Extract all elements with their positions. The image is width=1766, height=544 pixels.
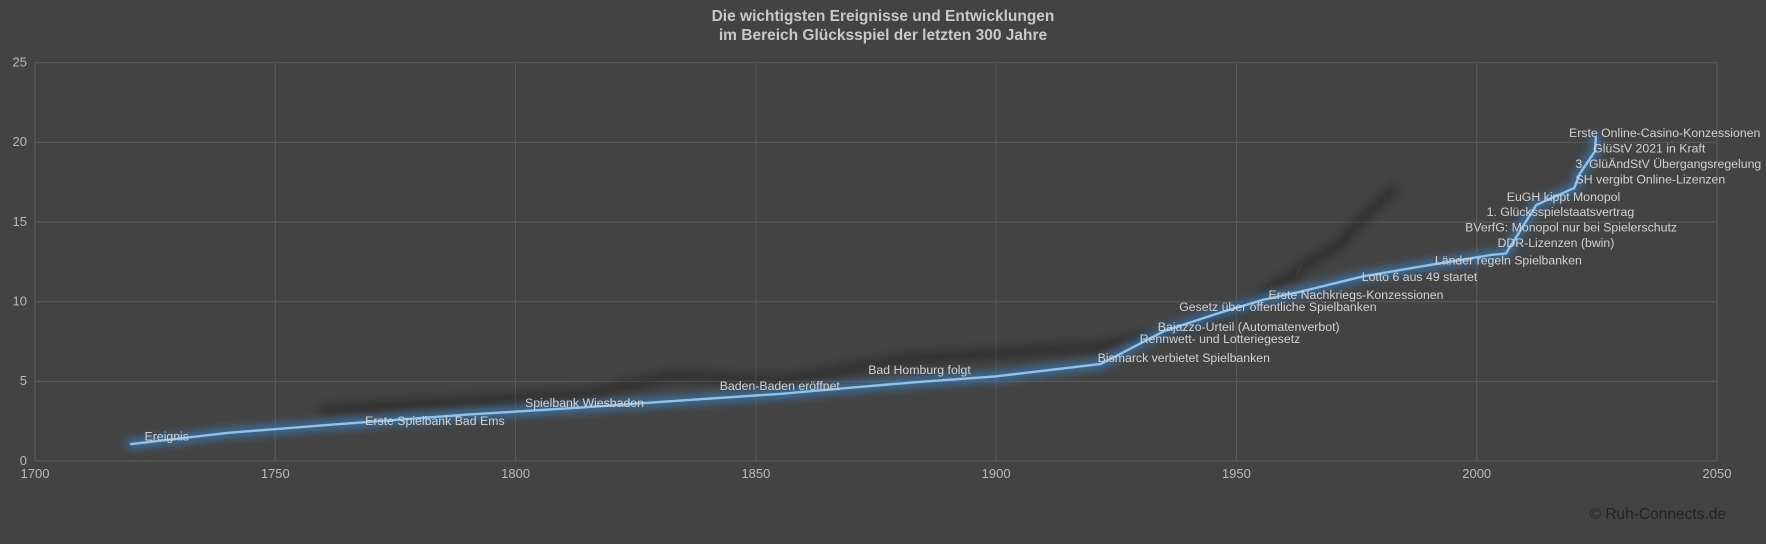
- svg-text:1750: 1750: [261, 466, 290, 481]
- svg-text:DDR-Lizenzen (bwin): DDR-Lizenzen (bwin): [1497, 236, 1614, 250]
- svg-text:2000: 2000: [1462, 466, 1491, 481]
- svg-text:25: 25: [13, 55, 27, 70]
- svg-text:Erste Online-Casino-Konzession: Erste Online-Casino-Konzessionen: [1569, 126, 1761, 140]
- svg-text:Lotto 6 aus 49 startet: Lotto 6 aus 49 startet: [1362, 270, 1478, 284]
- svg-text:Erste Nachkriegs-Konzessionen: Erste Nachkriegs-Konzessionen: [1269, 288, 1444, 302]
- svg-text:1950: 1950: [1222, 466, 1251, 481]
- svg-text:Bismarck verbietet Spielbanken: Bismarck verbietet Spielbanken: [1098, 351, 1270, 365]
- svg-text:GlüStV 2021 in Kraft: GlüStV 2021 in Kraft: [1593, 142, 1706, 156]
- svg-text:1900: 1900: [982, 466, 1011, 481]
- svg-text:Länder regeln Spielbanken: Länder regeln Spielbanken: [1435, 254, 1582, 268]
- svg-text:10: 10: [13, 294, 27, 309]
- svg-text:Bajazzo-Urteil (Automatenverbo: Bajazzo-Urteil (Automatenverbot): [1158, 320, 1340, 334]
- svg-text:Spielbank Wiesbaden: Spielbank Wiesbaden: [525, 396, 644, 410]
- svg-text:20: 20: [13, 134, 27, 149]
- svg-text:Baden-Baden eröffnet: Baden-Baden eröffnet: [720, 379, 841, 393]
- svg-text:Erste Spielbank Bad Ems: Erste Spielbank Bad Ems: [365, 414, 504, 428]
- svg-text:Bad Homburg folgt: Bad Homburg folgt: [868, 363, 971, 377]
- svg-text:Rennwett- und Lotteriegesetz: Rennwett- und Lotteriegesetz: [1140, 332, 1301, 346]
- svg-text:EuGH kippt Monopol: EuGH kippt Monopol: [1507, 190, 1620, 204]
- svg-text:1850: 1850: [741, 466, 770, 481]
- svg-text:BVerfG: Monopol nur bei Spiele: BVerfG: Monopol nur bei Spielerschutz: [1465, 220, 1677, 234]
- svg-text:© Ruh-Connects.de: © Ruh-Connects.de: [1590, 506, 1726, 523]
- svg-text:3. GlüÄndStV Übergangsregelung: 3. GlüÄndStV Übergangsregelung: [1575, 157, 1761, 171]
- svg-text:Ereignis: Ereignis: [145, 430, 189, 444]
- svg-text:2050: 2050: [1703, 466, 1732, 481]
- svg-text:1800: 1800: [501, 466, 530, 481]
- svg-text:1. Glücksspielstaatsvertrag: 1. Glücksspielstaatsvertrag: [1487, 205, 1635, 219]
- svg-text:1700: 1700: [21, 466, 50, 481]
- svg-text:SH vergibt Online-Lizenzen: SH vergibt Online-Lizenzen: [1576, 173, 1726, 187]
- svg-text:Gesetz über öffentliche Spielb: Gesetz über öffentliche Spielbanken: [1179, 300, 1376, 314]
- svg-text:5: 5: [20, 373, 27, 388]
- svg-text:15: 15: [13, 214, 27, 229]
